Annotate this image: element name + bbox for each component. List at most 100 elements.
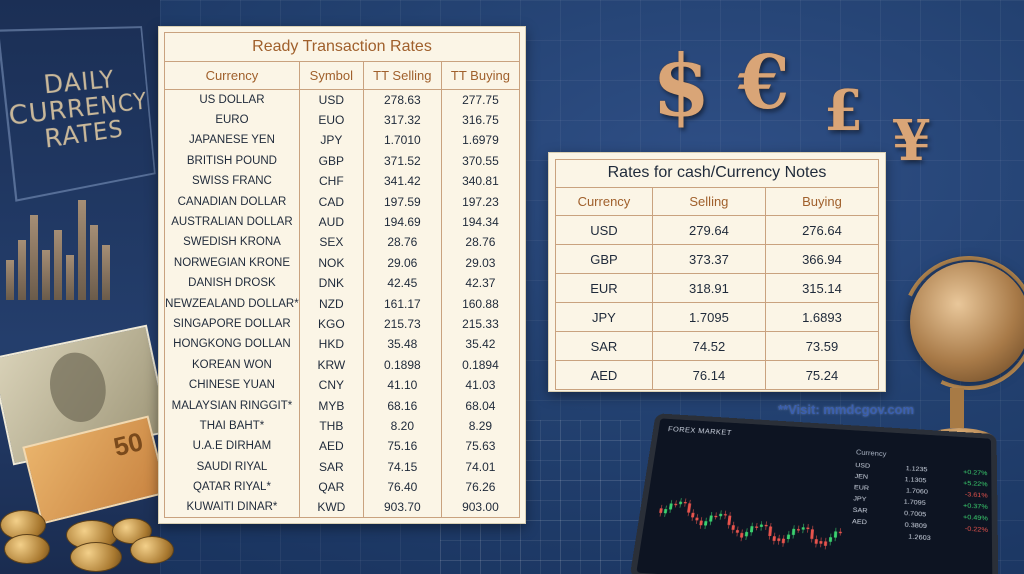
cash-currency-code: JPY [555, 302, 653, 332]
candle-body [791, 528, 796, 536]
candle-body [668, 503, 673, 510]
deco-bar [6, 260, 14, 300]
currency-name: JAPANESE YEN [164, 130, 300, 151]
tt-rate-row: SAUDI RIYAL SAR 74.15 74.01 [164, 456, 521, 477]
candle-body [838, 531, 842, 534]
euro-symbol-icon: € [738, 40, 790, 126]
tt-rate-row: CHINESE YUAN CNY 41.10 41.03 [164, 374, 521, 396]
candle-body [683, 501, 687, 504]
cash-rates-table: Rates for cash/Currency Notes Currency S… [555, 159, 880, 390]
tablet-currency-change: -3.61% [964, 490, 988, 500]
tt-buying-value: 74.01 [440, 456, 521, 477]
tablet-currency-rate: 0.3809 [904, 520, 928, 530]
candle-body [777, 538, 781, 542]
tablet-currency-rate: 1.1235 [905, 464, 928, 474]
tablet-currency-code: USD [855, 461, 871, 470]
tt-rate-row: CANADIAN DOLLAR CAD 197.59 197.23 [164, 191, 521, 212]
tablet-currency-code: EUR [853, 483, 870, 492]
cash-rate-row: EUR 318.91 315.14 [555, 273, 880, 303]
gold-coin [70, 542, 122, 572]
tt-rate-row: NORWEGIAN KRONE NOK 29.06 29.03 [164, 252, 521, 274]
currency-symbol: DNK [298, 273, 364, 294]
tablet-currency-rate: 1.7095 [903, 497, 926, 507]
tt-rate-row: HONGKONG DOLLAN HKD 35.48 35.42 [164, 334, 521, 355]
tt-selling-value: 1.7010 [362, 130, 442, 151]
tt-buying-value: 0.1894 [440, 354, 521, 375]
candle-body [723, 514, 727, 516]
tt-selling-value: 317.32 [362, 109, 442, 131]
tt-rates-header-row: Currency Symbol TT Selling TT Buying [164, 61, 521, 90]
globe-stand [950, 388, 964, 428]
column-header-tt-buying: TT Buying [440, 61, 521, 90]
tt-selling-value: 29.06 [362, 252, 442, 274]
candle-body [703, 521, 708, 526]
cash-selling-value: 74.52 [651, 331, 766, 361]
tt-rates-table: Ready Transaction Rates Currency Symbol … [164, 32, 521, 519]
tt-rates-title: Ready Transaction Rates [164, 32, 520, 61]
candle-body [749, 526, 754, 533]
candle-body [687, 503, 692, 513]
tt-buying-value: 68.04 [440, 395, 521, 416]
cash-buying-value: 75.24 [764, 360, 880, 390]
candle-body [731, 525, 735, 530]
cash-rate-row: GBP 373.37 366.94 [555, 244, 880, 274]
candle-body [759, 524, 763, 528]
tablet-currency-change: +0.49% [962, 512, 988, 523]
currency-symbol: JPY [298, 130, 364, 151]
tt-rate-row: BRITISH POUND GBP 371.52 370.55 [164, 150, 521, 172]
candle-body [755, 526, 759, 528]
tt-selling-value: 161.17 [362, 293, 442, 314]
cash-currency-code: USD [555, 215, 653, 245]
tablet-currency-change: +0.27% [963, 467, 988, 477]
candle-body [786, 534, 791, 540]
currency-symbol: AUD [298, 211, 364, 233]
tt-buying-value: 42.37 [440, 273, 521, 294]
tt-buying-value: 35.42 [440, 334, 521, 355]
tt-selling-value: 76.40 [362, 476, 442, 498]
tt-buying-value: 370.55 [440, 150, 521, 172]
tt-buying-value: 160.88 [440, 293, 521, 314]
currency-name: SWISS FRANC [164, 171, 300, 192]
currency-symbol: CHF [298, 171, 364, 192]
cash-buying-value: 276.64 [764, 215, 880, 245]
tt-selling-value: 903.70 [362, 497, 442, 518]
banknote-portrait [43, 347, 113, 428]
currency-symbol: QAR [298, 476, 364, 498]
candle-body [695, 517, 699, 521]
deco-bar [18, 240, 26, 300]
tablet-currency-code: SAR [852, 505, 868, 515]
tablet-currency-code: JEN [854, 472, 869, 481]
deco-bar [78, 200, 86, 300]
tablet-currency-code: JPY [853, 494, 867, 503]
tt-rates-body: US DOLLAR USD 278.63 277.75 EURO EUO 317.32 316… [164, 89, 521, 518]
tt-selling-value: 74.15 [362, 456, 442, 477]
cash-rates-header-row: Currency Selling Buying [555, 187, 880, 216]
tt-rate-row: KOREAN WON KRW 0.1898 0.1894 [164, 354, 521, 375]
daily-title-line-3: RATES [42, 114, 125, 155]
cash-buying-value: 366.94 [764, 244, 880, 274]
currency-symbol: CNY [298, 374, 364, 396]
currency-name: QATAR RIYAL* [164, 476, 300, 498]
candle-body [714, 515, 718, 518]
tablet-currency-rate: 1.7060 [905, 486, 928, 496]
visit-website-link[interactable]: **Visit: mmdcgov.com [778, 402, 915, 417]
tt-rate-row: EURO EUO 317.32 316.75 [164, 109, 521, 131]
currency-symbol: MYB [298, 395, 364, 416]
candle-body [814, 539, 818, 544]
tablet-currency-rate: 1.1305 [904, 475, 927, 485]
cash-selling-value: 373.37 [651, 244, 766, 274]
tt-buying-value: 277.75 [440, 89, 521, 110]
tt-rate-row: QATAR RIYAL* QAR 76.40 76.26 [164, 476, 521, 498]
tt-selling-value: 8.20 [362, 415, 442, 437]
currency-name: SINGAPORE DOLLAR [164, 313, 300, 335]
cash-rate-row: JPY 1.7095 1.6893 [555, 302, 880, 332]
tt-buying-value: 215.33 [440, 313, 521, 335]
currency-name: MALAYSIAN RINGGIT* [164, 395, 300, 416]
candle-body [735, 530, 740, 533]
candle-body [678, 501, 683, 505]
candle-body [781, 538, 786, 544]
column-header-buying: Buying [764, 187, 880, 216]
currency-symbol: SEX [298, 232, 364, 253]
column-header-selling: Selling [651, 187, 766, 216]
tt-rate-row: U.A.E DIRHAM AED 75.16 75.63 [164, 436, 521, 457]
